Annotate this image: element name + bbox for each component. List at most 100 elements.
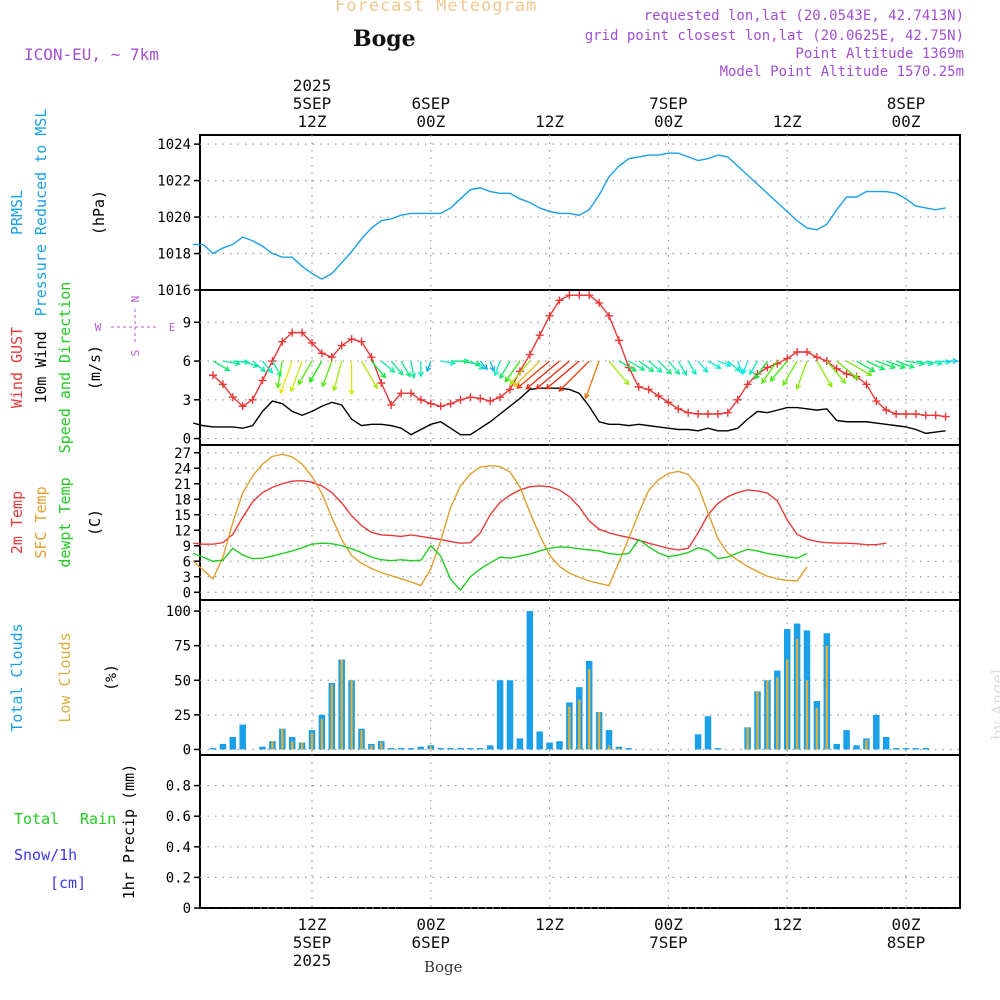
wind-arrow-head: [243, 359, 251, 366]
gust-marker: [862, 380, 871, 389]
y-tick-label: 0: [183, 742, 191, 758]
gust-marker: [713, 410, 722, 418]
cloud-low-bar: [607, 745, 611, 750]
y-tick-label: 75: [174, 639, 191, 655]
cloud-total-bar: [892, 748, 900, 750]
wind-arrow-head: [410, 372, 417, 380]
y-tick-label: 6: [183, 554, 191, 570]
gust-marker: [723, 408, 732, 417]
wind-arrow: [360, 360, 378, 389]
wind-arrow: [826, 360, 846, 384]
wind-arrow-head: [279, 388, 285, 395]
bottom-time-label: 12Z: [298, 915, 327, 934]
y-axis-label: (C): [86, 509, 104, 536]
cloud-total-bar: [209, 748, 217, 750]
wind-arrow-head: [749, 369, 755, 376]
wind-arrow: [470, 360, 484, 370]
wind-arrow-head: [478, 364, 485, 370]
gust-marker: [436, 402, 445, 411]
wind-arrow: [648, 360, 663, 373]
wind-arrow-head: [289, 386, 296, 393]
wind-arrow-head: [691, 369, 697, 376]
wind-arrow: [297, 360, 313, 385]
cloud-total-bar: [546, 742, 553, 750]
top-time-label: 8SEP: [887, 94, 926, 113]
top-time-label: 00Z: [892, 112, 921, 131]
cloud-low-bar: [756, 691, 759, 750]
wind-arrow: [558, 360, 590, 392]
gust-marker: [664, 398, 673, 407]
cloud-low-bar: [815, 707, 819, 750]
meteogram-title: Forecast Meteogram: [335, 0, 538, 16]
cloud-low-bar: [281, 728, 284, 750]
gust-marker: [377, 379, 386, 387]
y-axis-label: 1hr Precip (mm): [120, 764, 138, 899]
series-line-sfc-temp: [192, 453, 808, 587]
wind-arrow-head: [405, 371, 411, 378]
wind-arrow-head: [827, 381, 833, 388]
cloud-low-bar: [350, 680, 353, 750]
wind-arrow: [509, 360, 531, 385]
y-tick-label: 50: [174, 673, 191, 689]
gust-marker: [753, 369, 762, 378]
gust-marker: [238, 402, 247, 411]
model-name: ICON-EU, ~ 7km: [24, 45, 159, 64]
gust-marker: [446, 399, 455, 408]
cloud-total-bar: [506, 680, 514, 750]
wind-arrow: [737, 360, 743, 374]
gust-marker: [902, 410, 910, 418]
cloud-total-bar: [229, 737, 237, 750]
wind-arrow-head: [741, 368, 748, 375]
cloud-low-bar: [786, 659, 789, 750]
y-axis-label: (m/s): [86, 345, 104, 390]
y-tick-label: 0.2: [166, 870, 191, 886]
cloud-low-bar: [380, 742, 383, 750]
wind-arrow-head: [702, 366, 709, 374]
cloud-low-bar: [825, 645, 828, 750]
gust-marker: [407, 389, 415, 398]
y-axis-label: (hPa): [90, 190, 108, 235]
y-tick-label: 24: [174, 461, 191, 477]
cloud-low-bar: [271, 741, 274, 750]
gust-marker: [704, 410, 712, 418]
panel-frame: [199, 134, 961, 291]
wind-arrow-head: [397, 369, 404, 376]
wind-arrow-head: [545, 383, 552, 390]
wind-arrow-head: [259, 366, 266, 373]
top-time-label: 6SEP: [412, 94, 451, 113]
wind-arrow: [370, 360, 386, 378]
wind-arrow: [761, 360, 778, 384]
wind-arrow-head: [869, 366, 876, 373]
panel-wind: 0 3 6 9 Wind GUST 10m Wind Speed and Direction…: [8, 282, 961, 453]
cloud-low-bar: [310, 732, 314, 750]
y-axis-label: 2m Temp: [8, 491, 26, 554]
series-line-10m-wind: [193, 387, 946, 436]
bottom-time-label: 12Z: [535, 915, 564, 934]
series-line-prmsl: [193, 152, 946, 280]
cloud-low-bar: [588, 669, 591, 750]
cloud-total-bar: [615, 746, 623, 750]
wind-arrow: [905, 360, 924, 365]
y-tick-label: 0.4: [166, 840, 191, 856]
gust-marker: [941, 412, 950, 421]
wind-arrow-head: [666, 368, 673, 375]
cloud-total-bar: [239, 724, 246, 750]
cloud-total-bar: [526, 611, 534, 750]
wind-arrow-head: [908, 363, 916, 369]
legend-total: Total: [14, 810, 59, 828]
wind-arrow: [290, 360, 303, 392]
cloud-total-bar: [467, 748, 474, 750]
wind-arrow: [504, 360, 521, 382]
compass-cross: [111, 309, 159, 345]
top-time-label: 12Z: [773, 112, 802, 131]
cloud-total-bar: [477, 748, 484, 750]
gust-marker: [575, 291, 584, 300]
wind-arrow-head: [782, 380, 788, 387]
y-tick-label: 0.8: [166, 779, 191, 795]
wind-arrow-head: [725, 361, 732, 368]
gust-marker: [911, 410, 920, 418]
wind-arrow-head: [372, 383, 378, 390]
gust-marker: [486, 397, 495, 406]
wind-arrow: [846, 360, 872, 376]
gust-marker: [931, 411, 940, 420]
